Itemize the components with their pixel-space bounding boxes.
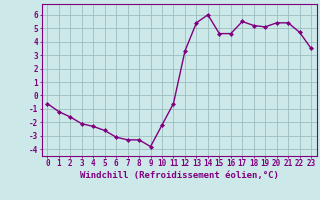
- X-axis label: Windchill (Refroidissement éolien,°C): Windchill (Refroidissement éolien,°C): [80, 171, 279, 180]
